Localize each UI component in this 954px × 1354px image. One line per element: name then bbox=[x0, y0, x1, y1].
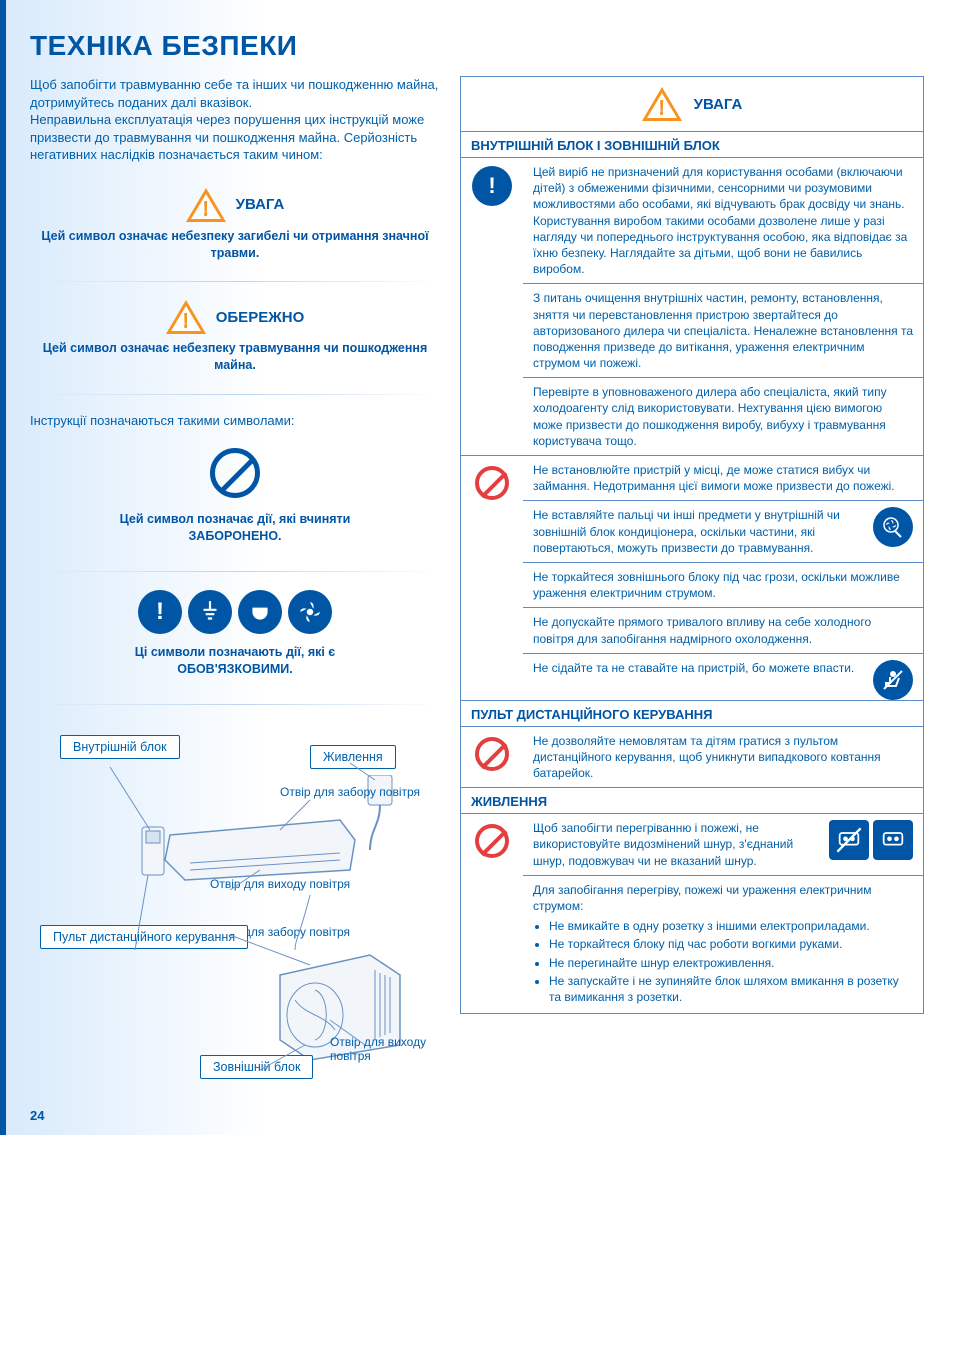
mandatory-plug-icon bbox=[238, 590, 282, 634]
prohibit-icon bbox=[475, 466, 509, 500]
list-item: Не торкайтеся блоку під час роботи вогки… bbox=[549, 936, 913, 952]
prohibit-text-2: ЗАБОРОНЕНО. bbox=[188, 529, 281, 543]
remote-prohibit-group: Не дозволяйте немовлятам та дітям гратис… bbox=[461, 727, 923, 789]
intro-p1: Щоб запобігти травмуванню себе та інших … bbox=[30, 76, 440, 111]
symbols-intro: Інструкції позначаються такими символами… bbox=[30, 413, 440, 428]
warning-table-header: ! УВАГА bbox=[461, 77, 923, 132]
divider bbox=[30, 394, 440, 395]
warning-triangle-icon: ! bbox=[642, 87, 682, 121]
two-column-layout: Щоб запобігти травмуванню себе та інших … bbox=[30, 76, 924, 1115]
caution-desc: Цей символ означає небезпеку травмування… bbox=[30, 340, 440, 374]
intro-text: Щоб запобігти травмуванню себе та інших … bbox=[30, 76, 440, 164]
mandatory-text-1: Ці символи позначають дії, які є bbox=[135, 645, 335, 659]
warn-cell: Не дозволяйте немовлятам та дітям гратис… bbox=[523, 727, 923, 788]
warning-symbol-block: ! УВАГА Цей символ означає небезпеку заг… bbox=[30, 188, 440, 262]
warning-table: ! УВАГА ВНУТРІШНІЙ БЛОК І ЗОВНІШНІЙ БЛОК… bbox=[460, 76, 924, 1014]
list-item: Не запускайте і не зупиняйте блок шляхом… bbox=[549, 973, 913, 1005]
section-header-units: ВНУТРІШНІЙ БЛОК І ЗОВНІШНІЙ БЛОК bbox=[461, 132, 923, 158]
side-stripe bbox=[0, 0, 6, 1135]
mandatory-ground-icon bbox=[188, 590, 232, 634]
mandatory-symbol-block: ! Ці символи позначають дії, які є ОБОВ'… bbox=[30, 590, 440, 678]
diagram-connectors bbox=[30, 735, 440, 1115]
warn-cell-text: Не вставляйте пальці чи інші предмети у … bbox=[533, 508, 840, 554]
caution-title: ОБЕРЕЖНО bbox=[216, 309, 305, 326]
warning-table-title: УВАГА bbox=[694, 96, 743, 113]
warn-cell: Перевірте в уповноваженого дилера або сп… bbox=[523, 378, 923, 455]
left-column: Щоб запобігти травмуванню себе та інших … bbox=[30, 76, 440, 1115]
power-prohibit-group: Щоб запобігти перегріванню і пожежі, не … bbox=[461, 814, 923, 1013]
prohibit-icon bbox=[210, 448, 260, 498]
warn-cell: Щоб запобігти перегріванню і пожежі, не … bbox=[523, 814, 923, 876]
no-sit-icon bbox=[873, 660, 913, 700]
plug-pair-icon bbox=[829, 820, 913, 860]
warn-cell-text: Не сідайте та не ставайте на пристрій, б… bbox=[533, 661, 854, 675]
prohibit-icon bbox=[475, 824, 509, 858]
intro-p2: Неправильна експлуатація через порушення… bbox=[30, 111, 440, 164]
mandatory-fan-icon bbox=[288, 590, 332, 634]
warn-cell: Цей виріб не призначений для користуванн… bbox=[523, 158, 923, 284]
warn-cell: Не торкайтеся зовнішнього блоку під час … bbox=[523, 563, 923, 608]
warn-cell: З питань очищення внутрішніх частин, рем… bbox=[523, 284, 923, 378]
fan-hand-icon bbox=[873, 507, 913, 547]
warn-cell: Не встановлюйте пристрій у місці, де мож… bbox=[523, 456, 923, 501]
caution-symbol-block: ! ОБЕРЕЖНО Цей символ означає небезпеку … bbox=[30, 300, 440, 374]
mandatory-icon: ! bbox=[472, 166, 512, 206]
caution-triangle-icon: ! bbox=[166, 300, 206, 334]
warn-cell: Не вставляйте пальці чи інші предмети у … bbox=[523, 501, 923, 563]
section-header-power: ЖИВЛЕННЯ bbox=[461, 788, 923, 814]
warning-title: УВАГА bbox=[236, 196, 285, 213]
warning-triangle-icon: ! bbox=[186, 188, 226, 222]
page-title: ТЕХНІКА БЕЗПЕКИ bbox=[30, 30, 924, 62]
warn-cell: Для запобігання перегріву, пожежі чи ура… bbox=[523, 876, 923, 1013]
prohibit-symbol-block: Цей символ позначає дії, які вчиняти ЗАБ… bbox=[30, 448, 440, 545]
warn-cell-text: Щоб запобігти перегріванню і пожежі, не … bbox=[533, 821, 793, 867]
prohibit-group: Не встановлюйте пристрій у місці, де мож… bbox=[461, 456, 923, 701]
warning-desc: Цей символ означає небезпеку загибелі чи… bbox=[30, 228, 440, 262]
mandatory-group: ! Цей виріб не призначений для користува… bbox=[461, 158, 923, 456]
list-item: Не перегинайте шнур електроживлення. bbox=[549, 955, 913, 971]
warn-cell: Не допускайте прямого тривалого впливу н… bbox=[523, 608, 923, 653]
divider bbox=[30, 281, 440, 282]
prohibit-icon bbox=[475, 737, 509, 771]
mandatory-text-2: ОБОВ'ЯЗКОВИМИ. bbox=[177, 662, 292, 676]
product-diagram: Внутрішній блок Живлення Отвір для забор… bbox=[30, 735, 440, 1115]
right-column: ! УВАГА ВНУТРІШНІЙ БЛОК І ЗОВНІШНІЙ БЛОК… bbox=[460, 76, 924, 1115]
page-number: 24 bbox=[30, 1108, 44, 1123]
warn-cell-list: Не вмикайте в одну розетку з іншими елек… bbox=[533, 918, 913, 1005]
divider bbox=[30, 704, 440, 705]
section-header-remote: ПУЛЬТ ДИСТАНЦІЙНОГО КЕРУВАННЯ bbox=[461, 701, 923, 727]
list-item: Не вмикайте в одну розетку з іншими елек… bbox=[549, 918, 913, 934]
divider bbox=[30, 571, 440, 572]
prohibit-text-1: Цей символ позначає дії, які вчиняти bbox=[120, 512, 351, 526]
mandatory-exclaim-icon: ! bbox=[138, 590, 182, 634]
warn-cell-lead: Для запобігання перегріву, пожежі чи ура… bbox=[533, 883, 872, 913]
warn-cell: Не сідайте та не ставайте на пристрій, б… bbox=[523, 654, 923, 682]
